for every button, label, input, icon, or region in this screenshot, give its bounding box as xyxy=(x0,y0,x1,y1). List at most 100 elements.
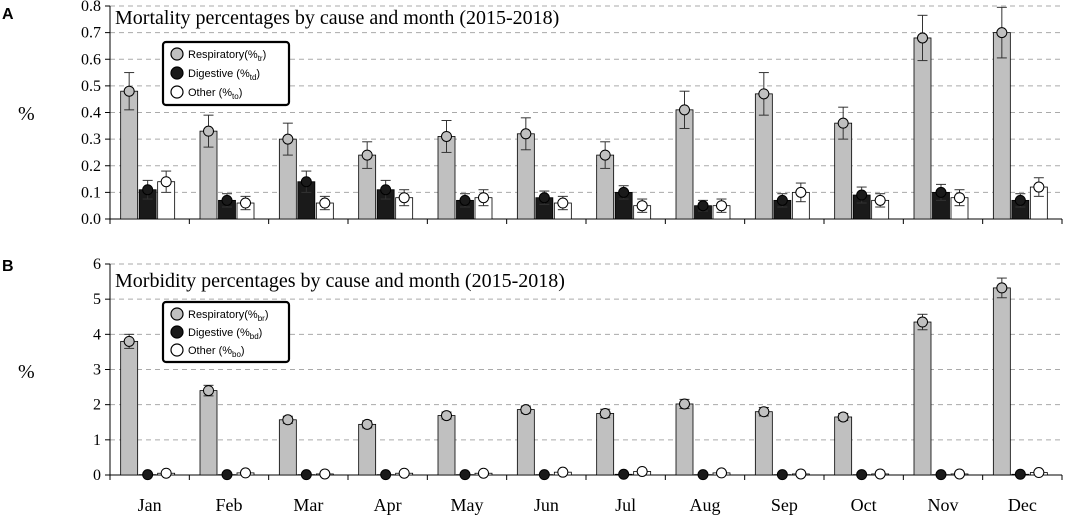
point-digestive xyxy=(459,469,471,481)
point-digestive xyxy=(459,194,471,206)
bar-respiratory xyxy=(834,416,853,476)
legend-label: Digestive (% xyxy=(188,327,250,339)
point-respiratory xyxy=(520,404,532,416)
y-tick-label: 0 xyxy=(93,467,101,484)
point-digestive xyxy=(776,194,788,206)
point-respiratory xyxy=(282,133,294,145)
point-other xyxy=(398,192,410,204)
y-axis-label: % xyxy=(18,361,35,383)
legend-subscript: tr xyxy=(258,54,263,63)
point-respiratory xyxy=(361,149,373,161)
legend-close-paren: ) xyxy=(263,49,267,61)
point-other xyxy=(398,467,410,479)
point-other xyxy=(240,197,251,209)
point-respiratory xyxy=(441,410,452,422)
legend-box xyxy=(161,300,291,364)
point-other xyxy=(1033,181,1045,193)
bar-respiratory xyxy=(675,403,694,476)
point-digestive xyxy=(1014,194,1026,206)
y-tick-label: 1 xyxy=(93,432,101,449)
point-respiratory xyxy=(203,385,214,397)
legend-subscript: to xyxy=(232,92,239,101)
point-other xyxy=(319,468,331,480)
bar-respiratory xyxy=(913,37,932,220)
point-digestive xyxy=(221,469,233,481)
legend-marker-digestive xyxy=(170,325,184,339)
bar-respiratory xyxy=(596,413,615,476)
point-other xyxy=(954,468,965,480)
y-tick-label: 6 xyxy=(93,256,101,273)
point-other xyxy=(954,192,965,204)
legend-entry-other: Other (%bo) xyxy=(188,345,245,359)
point-respiratory xyxy=(837,411,849,423)
bar-respiratory xyxy=(120,90,139,220)
point-other xyxy=(240,467,251,479)
legend-close-paren: ) xyxy=(256,68,260,80)
y-tick-label: 0.1 xyxy=(81,184,101,201)
point-digestive xyxy=(538,192,550,204)
point-digestive xyxy=(142,184,154,196)
bar-respiratory xyxy=(120,340,139,476)
point-digestive xyxy=(935,469,947,481)
point-digestive xyxy=(935,186,947,198)
point-digestive xyxy=(380,184,392,196)
y-tick-label: 0.0 xyxy=(81,211,101,228)
point-other xyxy=(636,465,648,477)
point-respiratory xyxy=(520,128,532,140)
point-digestive xyxy=(856,469,868,481)
x-tick-label: Feb xyxy=(216,495,243,515)
point-respiratory xyxy=(679,104,690,116)
point-digestive xyxy=(697,469,709,481)
point-respiratory xyxy=(917,32,928,44)
point-respiratory xyxy=(441,130,452,142)
x-tick-label: Dec xyxy=(1008,495,1037,515)
legend-close-paren: ) xyxy=(259,327,263,339)
legend: Respiratory(%tr)Digestive (%td)Other (%t… xyxy=(161,40,291,107)
bar-respiratory xyxy=(913,321,932,476)
x-tick-label: Nov xyxy=(928,495,959,515)
y-tick-label: 0.2 xyxy=(81,158,101,175)
point-digestive xyxy=(300,469,312,481)
point-digestive xyxy=(1014,468,1026,480)
point-other xyxy=(478,192,489,204)
point-digestive xyxy=(776,469,788,481)
bar-respiratory xyxy=(278,419,297,476)
legend-entry-other: Other (%to) xyxy=(188,87,242,101)
point-digestive xyxy=(538,469,550,481)
legend-entry-respiratory: Respiratory(%br) xyxy=(188,309,268,323)
legend-label: Digestive (% xyxy=(188,68,250,80)
legend-entry-digestive: Digestive (%bd) xyxy=(188,327,262,341)
point-digestive xyxy=(300,176,312,188)
point-digestive xyxy=(618,468,630,480)
legend-subscript: td xyxy=(250,73,257,82)
point-digestive xyxy=(221,194,233,206)
point-other xyxy=(795,186,807,198)
point-respiratory xyxy=(282,414,294,426)
legend-subscript: br xyxy=(258,314,265,323)
x-tick-label: Apr xyxy=(374,495,402,515)
point-other xyxy=(557,197,569,209)
legend-marker-respiratory xyxy=(170,47,184,61)
legend-subscript: bd xyxy=(250,332,259,341)
legend-label: Respiratory(% xyxy=(188,309,258,321)
y-axis-label: % xyxy=(18,103,35,125)
y-tick-label: 0.4 xyxy=(81,105,101,122)
point-other xyxy=(874,194,886,206)
bar-respiratory xyxy=(992,32,1011,220)
y-tick-label: 4 xyxy=(93,326,101,343)
legend-subscript: bo xyxy=(232,350,241,359)
y-tick-label: 3 xyxy=(93,362,101,379)
legend-entry-digestive: Digestive (%td) xyxy=(188,68,260,82)
legend-marker-digestive xyxy=(170,66,184,80)
point-digestive xyxy=(142,469,154,481)
point-respiratory xyxy=(123,85,135,97)
legend-close-paren: ) xyxy=(265,309,269,321)
point-respiratory xyxy=(996,27,1008,39)
y-tick-label: 0.7 xyxy=(81,25,101,42)
point-respiratory xyxy=(203,125,214,137)
legend-close-paren: ) xyxy=(239,87,243,99)
point-respiratory xyxy=(599,149,611,161)
point-digestive xyxy=(856,189,868,201)
y-tick-label: 2 xyxy=(93,397,101,414)
